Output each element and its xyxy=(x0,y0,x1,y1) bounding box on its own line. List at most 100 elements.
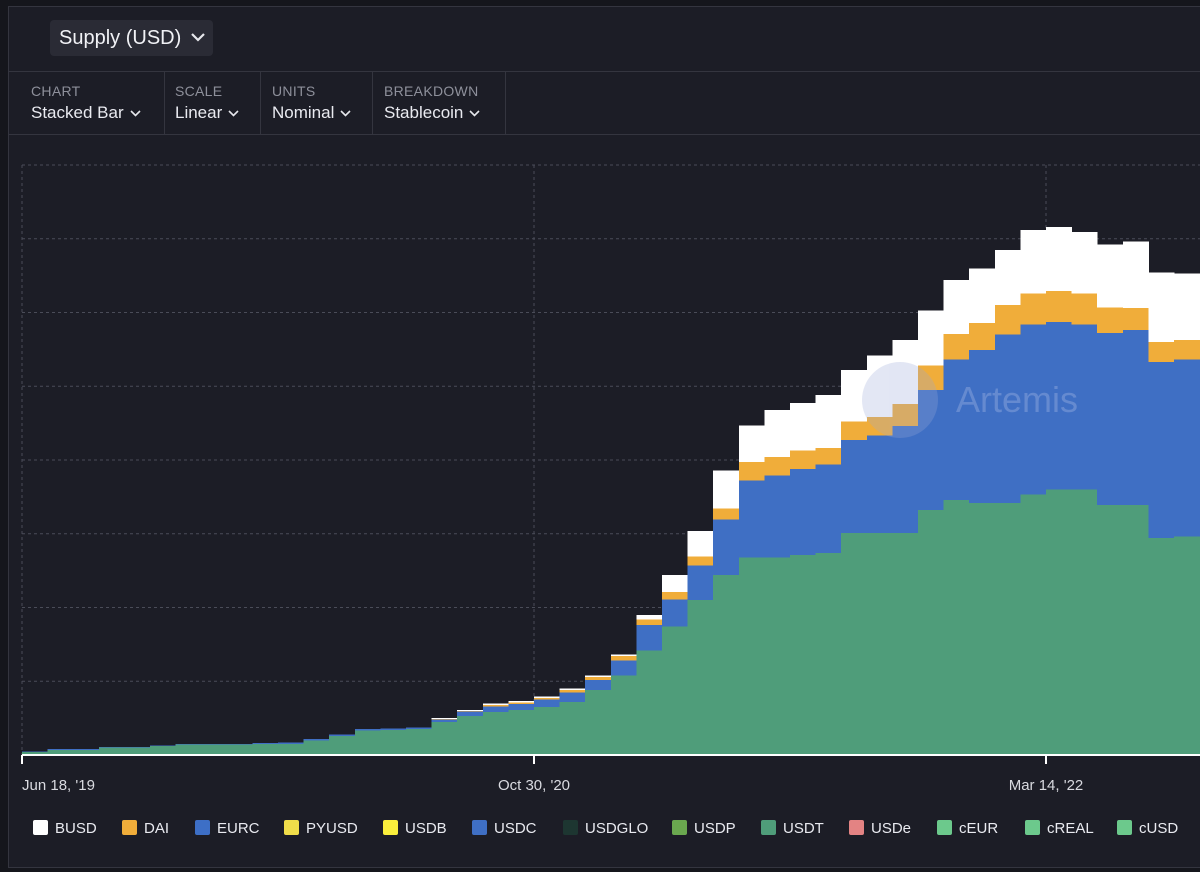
bar-segment xyxy=(1071,232,1098,294)
bar-segment xyxy=(431,718,458,719)
legend-label: cEUR xyxy=(959,820,998,837)
legend-item[interactable]: cREAL xyxy=(1025,820,1094,837)
chevron xyxy=(228,110,239,117)
legend-item[interactable]: PYUSD xyxy=(284,820,358,837)
control[interactable]: SCALE Linear xyxy=(164,71,261,134)
bar-segment xyxy=(98,746,125,748)
bar-segment xyxy=(841,421,868,441)
bar-segment xyxy=(610,660,637,676)
bar-segment xyxy=(1097,504,1124,755)
legend-swatch xyxy=(563,820,578,835)
bar-segment xyxy=(636,614,663,620)
legend-item[interactable]: DAI xyxy=(122,820,169,837)
legend-swatch xyxy=(937,820,952,835)
bar-segment xyxy=(713,508,740,520)
legend-label: USDP xyxy=(694,820,736,837)
bar-segment xyxy=(1071,489,1098,755)
bar-segment xyxy=(150,745,176,747)
bar-segment xyxy=(1046,226,1072,292)
control-value: Stacked Bar xyxy=(31,103,141,123)
legend-item[interactable]: BUSD xyxy=(33,820,97,837)
chevron xyxy=(130,110,141,117)
legend-item[interactable]: USDB xyxy=(383,820,447,837)
bar-segment xyxy=(175,744,202,755)
x-tick-label: Jun 18, '19 xyxy=(22,777,95,794)
control-value-text: Nominal xyxy=(272,103,335,122)
legend-label: cUSD xyxy=(1139,820,1178,837)
bar-segment xyxy=(687,600,714,755)
bar-segment xyxy=(790,450,816,469)
legend-item[interactable]: USDC xyxy=(472,820,537,837)
bar-segment xyxy=(815,464,842,553)
legend-swatch xyxy=(33,820,48,835)
legend-label: USDT xyxy=(783,820,824,837)
bar-segment xyxy=(252,743,279,755)
legend-swatch xyxy=(761,820,776,835)
bar-segment xyxy=(815,395,842,449)
legend-item[interactable]: USDT xyxy=(761,820,824,837)
bar-segment xyxy=(866,533,893,755)
x-tick-label: Mar 14, '22 xyxy=(1009,777,1084,794)
legend-swatch xyxy=(1117,820,1132,835)
bar-segment xyxy=(98,747,125,755)
legend-item[interactable]: cEUR xyxy=(937,820,998,837)
bar-segment xyxy=(431,721,458,755)
legend-swatch xyxy=(284,820,299,835)
bar-segment xyxy=(1148,361,1175,539)
metric-dropdown[interactable]: Supply (USD) xyxy=(50,20,214,56)
bar-segment xyxy=(610,656,637,661)
bar-segment xyxy=(1046,291,1072,323)
bar-segment xyxy=(1174,339,1200,360)
legend-swatch xyxy=(672,820,687,835)
bar-segment xyxy=(457,710,484,712)
legend-item[interactable]: EURC xyxy=(195,820,260,837)
legend-label: BUSD xyxy=(55,820,97,837)
top-bar: Supply (USD) xyxy=(9,7,1200,72)
bar-segment xyxy=(1071,293,1098,325)
control[interactable]: BREAKDOWN Stablecoin xyxy=(372,71,506,134)
bar-segment xyxy=(534,698,560,700)
control-value: Stablecoin xyxy=(384,103,480,123)
bar-segment xyxy=(969,502,996,755)
legend-item[interactable]: cUSD xyxy=(1117,820,1178,837)
legend-label: USDC xyxy=(494,820,537,837)
bar-segment xyxy=(73,749,100,750)
bar-segment xyxy=(662,592,688,600)
bar-segment xyxy=(585,675,612,677)
bar-segment xyxy=(329,734,356,736)
controls: CHART Stacked Bar SCALE Linear UNITS Nomina… xyxy=(9,71,1200,135)
chevron xyxy=(191,33,206,42)
bar-segment xyxy=(764,409,791,458)
bar-segment xyxy=(892,403,919,427)
bar-segment xyxy=(738,462,765,481)
bar-segment xyxy=(482,704,509,707)
legend-item[interactable]: USDP xyxy=(672,820,736,837)
control[interactable]: UNITS Nominal xyxy=(260,71,373,134)
legend-item[interactable]: USDGLO xyxy=(563,820,648,837)
bar-segment xyxy=(585,676,612,680)
bar-segment xyxy=(1097,244,1124,308)
legend-label: USDB xyxy=(405,820,447,837)
bar-segment xyxy=(508,710,535,755)
bar-segment xyxy=(892,533,919,755)
bar-segment xyxy=(969,350,996,503)
legend-item[interactable]: USDe xyxy=(849,820,911,837)
legend-swatch xyxy=(122,820,137,835)
bar-segment xyxy=(892,426,919,534)
bar-segment xyxy=(1122,308,1149,331)
bar-segment xyxy=(1097,307,1124,334)
control-value-text: Stacked Bar xyxy=(31,103,124,122)
bar-segment xyxy=(1020,494,1047,755)
bar-segment xyxy=(1148,538,1175,755)
bar-segment xyxy=(764,557,791,755)
bar-segment xyxy=(226,743,253,745)
bar-segment xyxy=(841,533,868,755)
bar-segment xyxy=(866,355,893,418)
control[interactable]: CHART Stacked Bar xyxy=(9,71,165,134)
bar-segment xyxy=(175,743,202,745)
bar-segment xyxy=(406,727,432,730)
bar-segment xyxy=(201,744,228,755)
bar-segment xyxy=(431,718,458,720)
legend-label: PYUSD xyxy=(306,820,358,837)
bar-segment xyxy=(1020,324,1047,495)
